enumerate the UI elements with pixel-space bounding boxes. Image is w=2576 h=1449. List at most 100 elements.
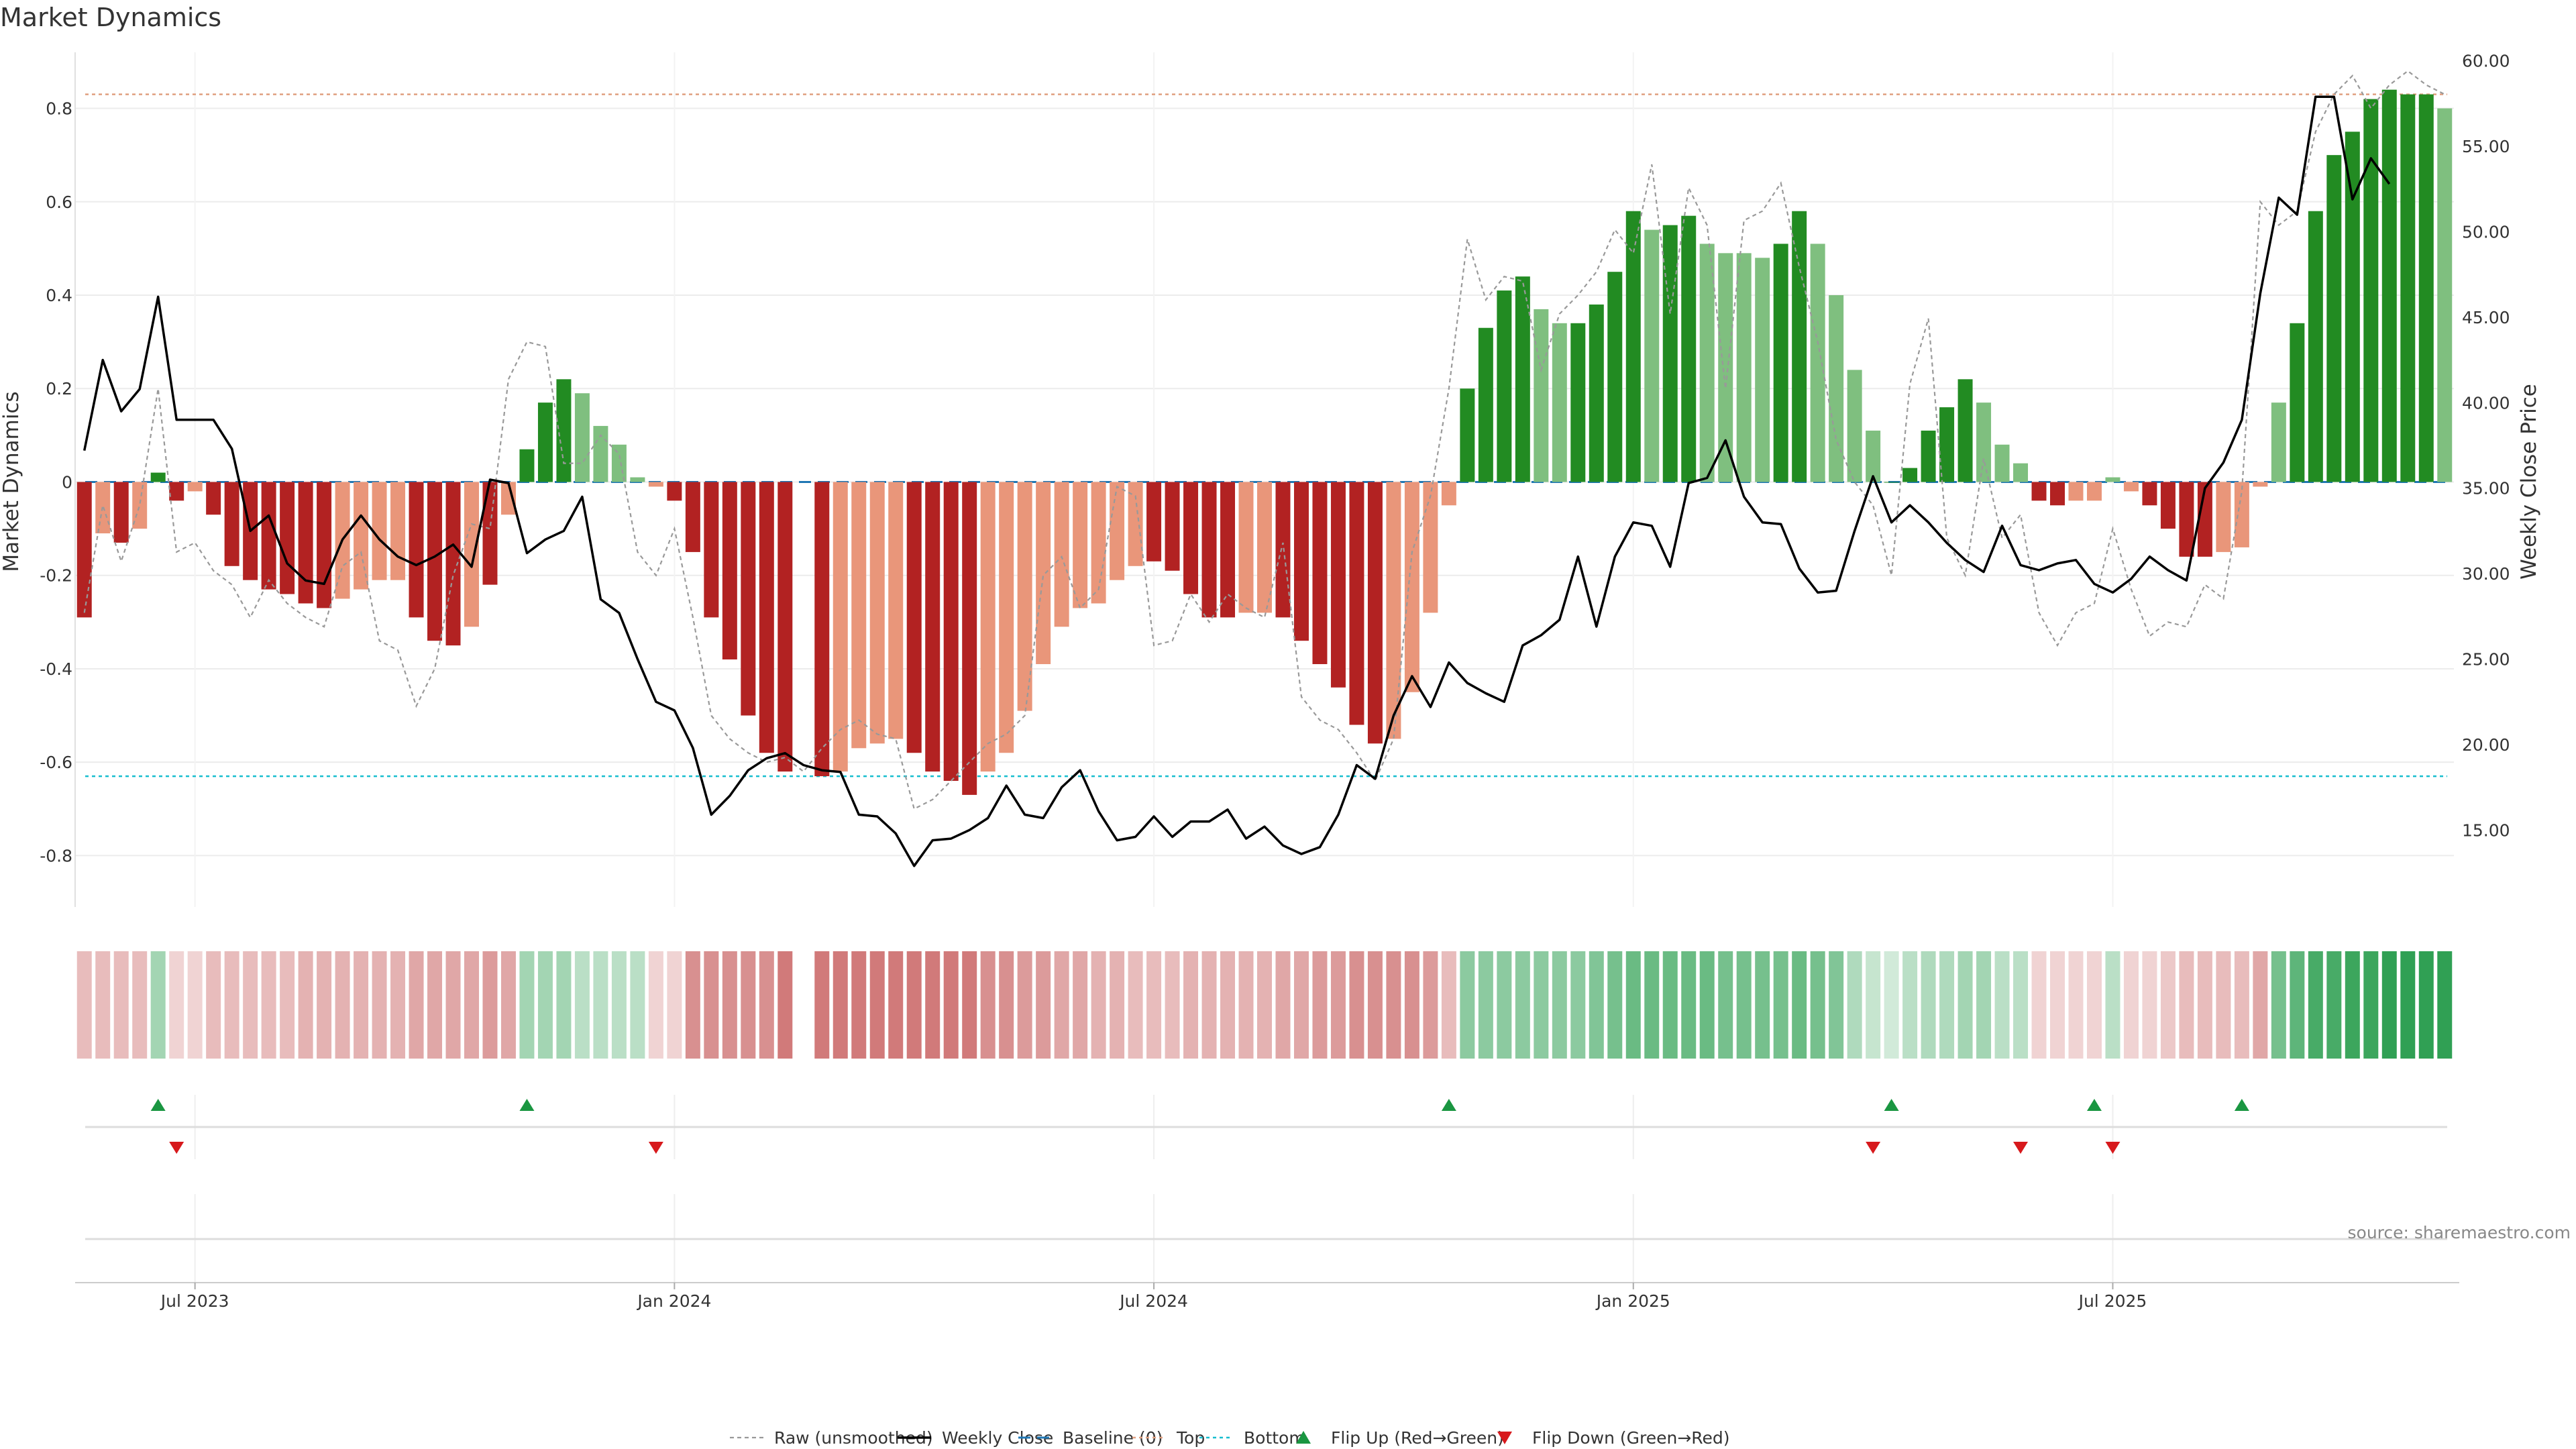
dynamics-bar	[906, 482, 922, 753]
flip-up-marker	[1441, 1099, 1456, 1111]
dynamics-bar	[1128, 482, 1143, 566]
dynamics-bar	[2031, 482, 2047, 501]
legend-item: Bottom	[1199, 1428, 1305, 1448]
regime-cell	[1054, 951, 1069, 1059]
regime-cell	[2234, 951, 2249, 1059]
regime-cell	[869, 951, 885, 1059]
dynamics-bar	[1699, 244, 1715, 482]
dynamics-bar	[224, 482, 239, 566]
regime-cell	[1257, 951, 1272, 1059]
regime-cell	[2363, 951, 2379, 1059]
dynamics-bar	[1736, 253, 1752, 482]
regime-cell	[1330, 951, 1346, 1059]
regime-cell	[925, 951, 941, 1059]
chart-title: Market Dynamics	[0, 3, 222, 32]
regime-cell	[574, 951, 590, 1059]
dynamics-bar	[1607, 272, 1623, 482]
regime-cell	[2437, 951, 2453, 1059]
dynamics-bar	[667, 482, 682, 501]
regime-cell	[1110, 951, 1125, 1059]
y-axis-title: Market Dynamics	[0, 391, 23, 572]
y-tick-label: -0.4	[40, 659, 72, 679]
regime-cell	[1957, 951, 1973, 1059]
y2-axis-title: Weekly Close Price	[2517, 384, 2541, 580]
regime-cell	[648, 951, 663, 1059]
dynamics-bar	[150, 472, 166, 482]
regime-cell	[1755, 951, 1770, 1059]
dynamics-bar	[1515, 276, 1530, 482]
flip-down-marker	[169, 1142, 184, 1154]
regime-cell	[243, 951, 258, 1059]
reference-lines	[85, 93, 2447, 777]
left-axis: -0.8 -0.6 -0.4 -0.2 0 0.2 0.4 0.6 0.8	[40, 99, 72, 866]
dynamics-bar	[2216, 482, 2231, 552]
legend-item: Flip Up (Red→Green)	[1296, 1428, 1504, 1448]
dynamics-bar	[869, 482, 885, 744]
y-tick-label: 0.8	[46, 99, 72, 119]
dynamics-bar	[1441, 482, 1456, 506]
dynamics-bar	[2363, 99, 2379, 482]
dynamics-bar	[1220, 482, 1236, 618]
regime-cell	[999, 951, 1014, 1059]
regime-cell	[1515, 951, 1530, 1059]
dynamics-bar	[962, 482, 977, 795]
dynamics-bar	[1662, 225, 1678, 482]
dynamics-bar	[1054, 482, 1069, 627]
dynamics-bar	[574, 393, 590, 482]
regime-cell	[1847, 951, 1862, 1059]
dynamics-bar	[1792, 211, 1807, 482]
regime-cell	[2418, 951, 2434, 1059]
dynamics-bar	[409, 482, 424, 618]
regime-cell	[593, 951, 608, 1059]
flip-up-marker	[519, 1099, 535, 1111]
dynamics-bar	[2418, 94, 2434, 482]
dynamics-bar	[833, 482, 848, 772]
dynamics-bar	[759, 482, 774, 753]
dynamics-bar	[1939, 407, 1955, 482]
dynamics-bar	[500, 482, 516, 515]
x-tick-label: Jan 2024	[636, 1291, 711, 1311]
regime-cell	[1478, 951, 1493, 1059]
regime-cell	[1792, 951, 1807, 1059]
legend-item: Flip Down (Green→Red)	[1497, 1428, 1730, 1448]
dynamics-bar	[1275, 482, 1291, 618]
regime-cell	[1238, 951, 1254, 1059]
regime-cell	[2216, 951, 2231, 1059]
dynamics-bar	[980, 482, 996, 772]
dynamics-bar	[2326, 155, 2342, 482]
dynamics-bar	[317, 482, 332, 608]
regime-cell	[1367, 951, 1383, 1059]
regime-cell	[2013, 951, 2029, 1059]
regime-cell	[76, 951, 92, 1059]
dynamics-bar	[76, 482, 92, 618]
regime-cell	[1939, 951, 1955, 1059]
regime-cell	[1036, 951, 1051, 1059]
regime-cell	[814, 951, 830, 1059]
y2-tick-label: 25.00	[2462, 650, 2510, 669]
dynamics-bar	[2179, 482, 2194, 557]
dynamics-bar	[1257, 482, 1272, 613]
regime-cell	[2050, 951, 2065, 1059]
regime-cell	[2345, 951, 2360, 1059]
x-tick-label: Jul 2025	[2078, 1291, 2147, 1311]
y-tick-label: -0.2	[40, 566, 72, 586]
flip-up-triangle-icon	[1296, 1431, 1311, 1444]
dynamics-bar	[2013, 463, 2029, 482]
regime-cell	[1441, 951, 1456, 1059]
regime-cell	[2179, 951, 2194, 1059]
dynamics-bar	[2271, 402, 2286, 482]
regime-cell	[722, 951, 737, 1059]
regime-cell	[1644, 951, 1660, 1059]
regime-cell	[1165, 951, 1180, 1059]
dynamics-bar	[187, 482, 203, 492]
regime-cell	[2381, 951, 2397, 1059]
regime-cell	[1718, 951, 1733, 1059]
regime-cell	[2253, 951, 2268, 1059]
dynamics-bar	[1404, 482, 1419, 692]
dynamics-bar	[298, 482, 313, 604]
x-tick-label: Jul 2023	[160, 1291, 229, 1311]
dynamics-bar	[1423, 482, 1438, 613]
dynamics-bar	[1589, 304, 1604, 482]
dynamics-bar	[2050, 482, 2065, 506]
dynamics-bar	[1994, 444, 2010, 482]
